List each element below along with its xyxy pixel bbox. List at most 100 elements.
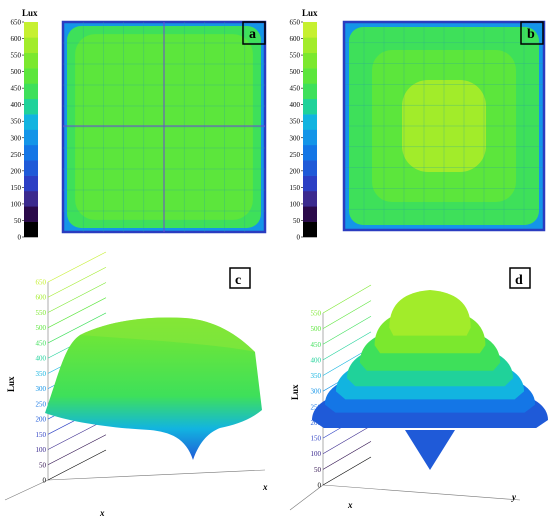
z-gridline — [47, 266, 107, 298]
colorbar-cell — [303, 52, 317, 69]
colorbar-tick-label: 300 — [290, 134, 301, 142]
panel-c-label: c — [235, 273, 241, 288]
colorbar-tick-label: 100 — [290, 200, 301, 208]
colorbar-tick-label: 150 — [11, 184, 22, 192]
z-tick-label: 450 — [311, 341, 322, 349]
z-tick-label: 600 — [36, 294, 47, 302]
panel-b-badge — [520, 21, 544, 45]
surface-c-top — [80, 317, 255, 352]
colorbar-cell — [24, 221, 38, 238]
z-tick-label: 250 — [311, 403, 322, 411]
surface-d-band — [389, 290, 471, 336]
y-axis — [322, 484, 521, 501]
colorbar-cell — [303, 206, 317, 222]
colorbar-cell — [24, 144, 38, 161]
z-gridline — [322, 331, 372, 361]
z-tick-label: 550 — [36, 309, 47, 317]
colorbar-tick-label: 350 — [290, 118, 301, 126]
colorbar-cell — [303, 144, 317, 161]
panel-a-badge — [242, 21, 266, 45]
panel-a-label: a — [249, 27, 256, 42]
colorbar-tick-label: 0 — [18, 234, 22, 242]
colorbar-tick-label: 200 — [290, 167, 301, 175]
panel-b-label: b — [527, 27, 535, 42]
z-gridline — [47, 434, 107, 466]
z-tick-label: 150 — [311, 435, 322, 443]
heatmap-b-grid — [344, 22, 544, 230]
heatmap-b: b — [342, 20, 546, 232]
heatmap-a: a — [61, 20, 267, 234]
colorbar-tick-label: 550 — [11, 52, 22, 60]
z-tick-label: 50 — [314, 466, 322, 474]
surface-c-ylabel: x — [262, 482, 268, 492]
z-gridline — [322, 300, 372, 329]
z-gridline — [322, 425, 372, 454]
surface-d-zlabel: Lux — [290, 384, 300, 400]
z-tick-label: 250 — [36, 400, 47, 408]
colorbar-cell — [303, 114, 317, 130]
z-tick-label: 0 — [43, 477, 47, 485]
z-tick-label: 300 — [311, 388, 322, 396]
colorbar-cell — [303, 221, 317, 238]
surface-c-zticks: 0 50 100 150 200 250 300 350 400 450 500 550 600 650 — [36, 279, 47, 485]
surface-d-ylabel: y — [511, 492, 517, 502]
colorbar-cell — [24, 160, 38, 176]
panel-c-badge — [229, 267, 251, 289]
y-axis — [47, 469, 266, 481]
colorbar-b-ticks: 0 50 100 150 200 250 300 350 400 450 500 550 600 650 — [290, 19, 303, 242]
z-tick-label: 400 — [36, 355, 47, 363]
colorbar-tick-label: 50 — [14, 217, 22, 225]
z-gridline — [47, 297, 107, 328]
z-tick-label: 350 — [36, 370, 47, 378]
colorbar-cell — [303, 129, 317, 146]
colorbar-tick-label: 500 — [290, 68, 301, 76]
colorbar-cell — [303, 160, 317, 176]
colorbar-tick-label: 0 — [297, 234, 301, 242]
colorbar-cell — [303, 22, 317, 38]
colorbar-tick-label: 400 — [11, 101, 22, 109]
colorbar-cell — [303, 98, 317, 115]
surface-d-zticks: 0 50 100 150 200 250 300 350 400 450 500 550 — [311, 310, 322, 490]
colorbar-cell — [24, 83, 38, 100]
colorbar-cell — [24, 52, 38, 69]
colorbar-cell — [24, 37, 38, 54]
colorbar-a-title: Lux — [22, 8, 38, 18]
z-tick-label: 350 — [311, 372, 322, 380]
z-gridline — [47, 282, 107, 313]
z-tick-label: 450 — [36, 339, 47, 347]
z-tick-label: 150 — [36, 431, 47, 439]
colorbar-cell — [24, 190, 38, 207]
z-gridline — [47, 251, 107, 283]
z-tick-label: 500 — [311, 325, 322, 333]
colorbar-tick-label: 500 — [11, 68, 22, 76]
z-tick-label: 650 — [36, 279, 47, 287]
colorbar-cell — [24, 129, 38, 146]
surface-c: 050100150200250300350400450500550600650 … — [4, 251, 268, 518]
z-gridline — [322, 456, 372, 486]
colorbar-tick-label: 150 — [290, 184, 301, 192]
z-tick-label: 100 — [311, 450, 322, 458]
colorbar-tick-label: 50 — [293, 217, 301, 225]
surface-c-xlabel: x — [99, 508, 105, 518]
colorbar-cell — [303, 68, 317, 84]
colorbar-tick-label: 350 — [11, 118, 22, 126]
colorbar-tick-label: 550 — [290, 52, 301, 60]
colorbar-cell — [24, 98, 38, 115]
z-tick-label: 300 — [36, 385, 47, 393]
z-tick-label: 550 — [311, 310, 322, 318]
z-gridline — [47, 449, 107, 481]
colorbar-cell — [24, 206, 38, 222]
panel-d-badge — [509, 267, 531, 289]
colorbar-tick-label: 300 — [11, 134, 22, 142]
panel-d-label: d — [515, 273, 523, 288]
z-tick-label: 50 — [39, 461, 47, 469]
colorbar-tick-label: 650 — [290, 19, 301, 27]
colorbar-cell — [303, 83, 317, 100]
z-tick-label: 500 — [36, 324, 47, 332]
colorbar-tick-label: 650 — [11, 19, 22, 27]
z-gridline — [47, 312, 107, 344]
colorbar-tick-label: 600 — [290, 35, 301, 43]
colorbar-tick-label: 250 — [11, 151, 22, 159]
z-tick-label: 400 — [311, 356, 322, 364]
